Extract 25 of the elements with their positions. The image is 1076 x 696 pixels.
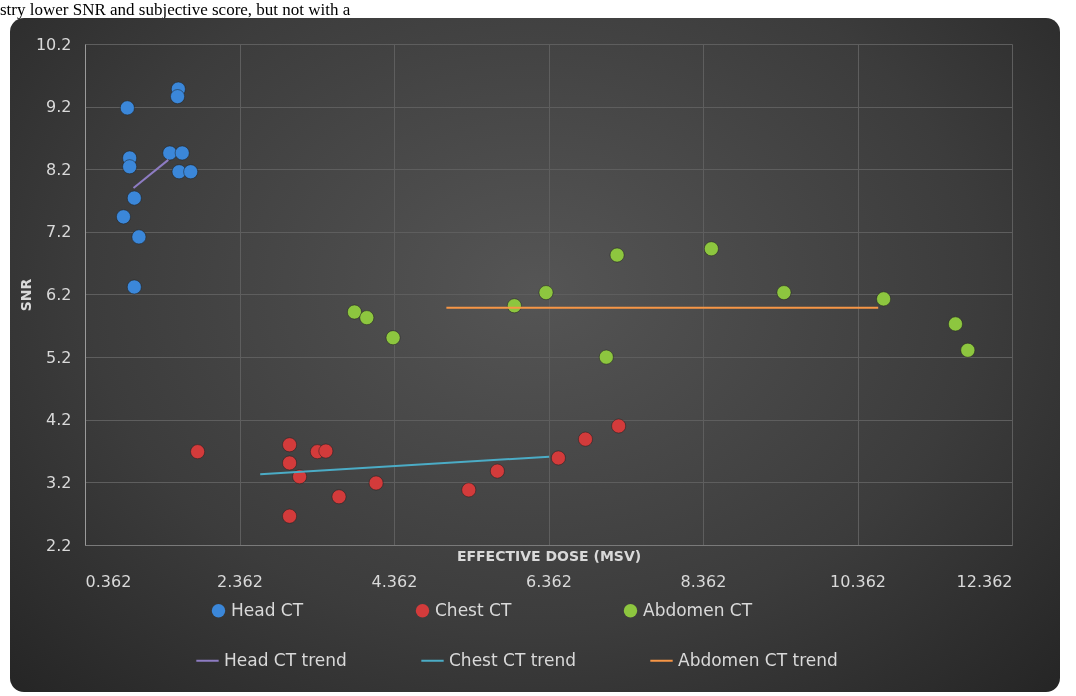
y-tick-label: 9.2 [46,97,72,117]
x-tick-label: 6.362 [526,571,572,591]
legend-label: Chest CT trend [449,649,576,670]
x-tick-label: 4.362 [371,571,418,591]
legend-label: Head CT [231,599,304,620]
y-tick-label: 3.2 [46,472,72,492]
legend-label: Chest CT [435,599,512,620]
x-axis-title: EFFECTIVE DOSE (MSV) [456,547,642,564]
x-tick-label: 12.362 [956,571,1013,591]
x-tick-label: 2.362 [217,571,263,591]
y-axis-title: SNR [17,278,34,312]
x-tick-label: 0.362 [85,571,132,591]
y-tick-label: 4.2 [46,410,72,430]
y-tick-label: 8.2 [46,159,72,179]
legend-label: Abdomen CT trend [678,649,838,670]
x-tick-label: 10.362 [830,571,886,591]
y-tick-label: 10.2 [35,34,72,54]
legend-label: Abdomen CT [643,599,753,620]
y-tick-label: 7.2 [46,222,72,242]
legend-label: Head CT trend [224,649,347,670]
y-tick-label: 2.2 [46,535,72,555]
x-tick-label: 8.362 [680,571,727,591]
y-tick-label: 6.2 [46,285,72,304]
y-tick-label: 5.2 [46,347,72,367]
text: stry lower SNR and subjective score, but not with a [0,0,351,20]
